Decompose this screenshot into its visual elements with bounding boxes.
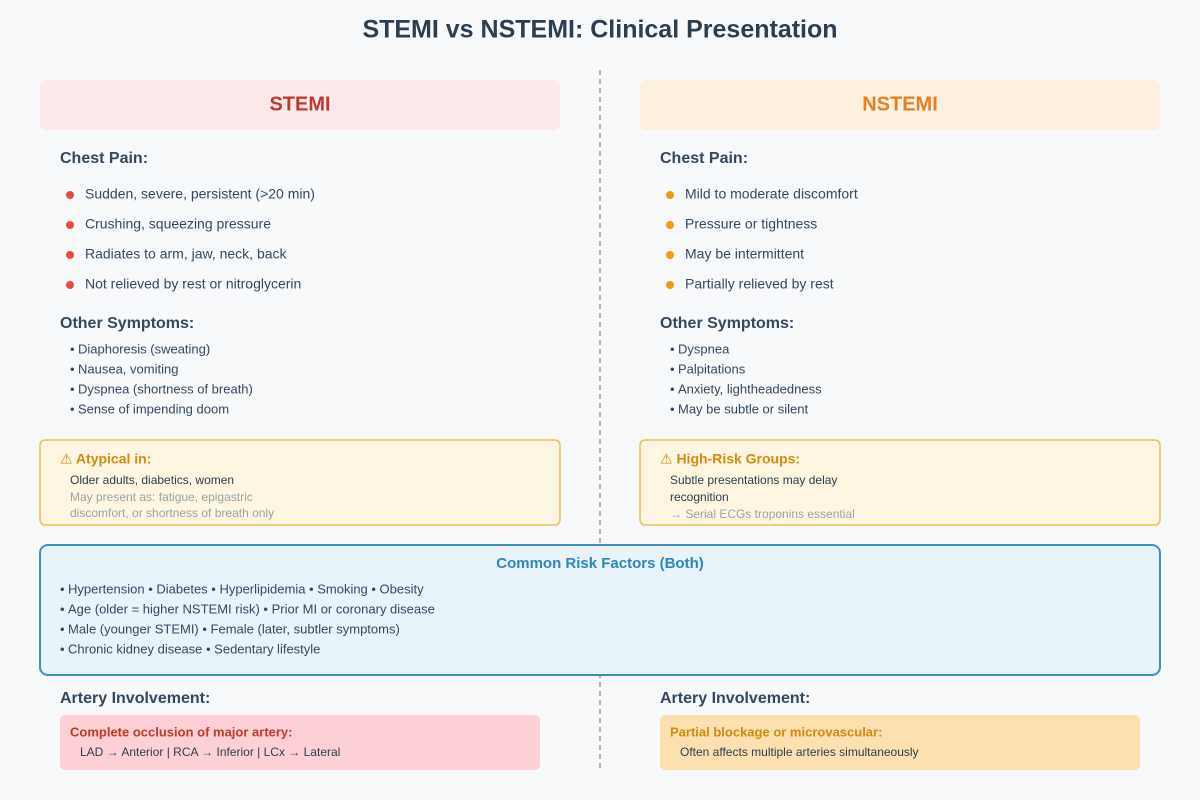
bullet: • [670,381,675,396]
bullet: • [670,361,675,376]
bullet-dot [666,281,674,289]
title: STEMI vs NSTEMI: Clinical Presentation [362,16,837,44]
artery-title: Complete occlusion of major artery: [70,724,293,739]
bullet: • [70,401,75,416]
note-secondary: discomfort, or shortness of breath only [70,506,274,520]
symptom-item: May be subtle or silent [678,401,808,416]
chest-pain-item: May be intermittent [685,246,804,262]
note-box [39,439,561,526]
chest-pain-item: Pressure or tightness [685,216,817,232]
section-label: Artery Involvement: [60,690,210,707]
note-title: ⚠ Atypical in: [60,451,151,467]
symptom-item: Nausea, vomiting [78,361,178,376]
note-secondary: → Serial ECGs troponins essential [670,507,855,521]
column-heading: STEMI [269,93,330,115]
risk-line: Age (older = higher NSTEMI risk) • Prior… [68,601,435,616]
section-label: Other Symptoms: [60,315,194,332]
column-heading: NSTEMI [862,93,938,115]
bullet: • [60,641,65,656]
bullet-dot [66,281,74,289]
section-label: Chest Pain: [60,150,148,167]
risk-line: Chronic kidney disease • Sedentary lifes… [68,641,320,656]
note-title: ⚠ High-Risk Groups: [660,451,800,467]
bullet: • [670,341,675,356]
chest-pain-item: Partially relieved by rest [685,276,834,292]
bullet-dot [66,191,74,199]
artery-box [660,715,1140,770]
bullet: • [670,401,675,416]
bullet-dot [66,251,74,259]
bullet-dot [666,191,674,199]
section-label: Artery Involvement: [660,690,810,707]
bullet: • [70,341,75,356]
chest-pain-item: Sudden, severe, persistent (>20 min) [85,186,315,202]
chest-pain-item: Not relieved by rest or nitroglycerin [85,276,301,292]
section-label: Chest Pain: [660,150,748,167]
bullet: • [60,621,65,636]
symptom-item: Dyspnea (shortness of breath) [78,381,253,396]
bullet: • [60,601,65,616]
note-line: Subtle presentations may delay [670,473,837,487]
risk-box [39,544,1161,676]
risk-title: Common Risk Factors (Both) [496,555,704,572]
artery-text: LAD → Anterior | RCA → Inferior | LCx → … [80,745,340,759]
bullet: • [70,381,75,396]
artery-box [60,715,540,770]
artery-title: Partial blockage or microvascular: [670,724,882,739]
risk-line: Hypertension • Diabetes • Hyperlipidemia… [68,581,424,596]
section-label: Other Symptoms: [660,315,794,332]
note-line: recognition [670,490,729,504]
chest-pain-item: Mild to moderate discomfort [685,186,858,202]
bullet-dot [66,221,74,229]
bullet-dot [666,221,674,229]
symptom-item: Palpitations [678,361,746,376]
column-header [40,80,560,130]
chest-pain-item: Crushing, squeezing pressure [85,216,271,232]
chest-pain-item: Radiates to arm, jaw, neck, back [85,246,288,262]
symptom-item: Dyspnea [678,341,730,356]
note-secondary: May present as: fatigue, epigastric [70,490,253,504]
column-header [640,80,1160,130]
symptom-item: Sense of impending doom [78,401,229,416]
risk-line: Male (younger STEMI) • Female (later, su… [68,621,400,636]
bullet: • [70,361,75,376]
symptom-item: Diaphoresis (sweating) [78,341,210,356]
note-line: Older adults, diabetics, women [70,473,234,487]
artery-text: Often affects multiple arteries simultan… [680,745,919,759]
bullet: • [60,581,65,596]
symptom-item: Anxiety, lightheadedness [678,381,822,396]
note-box [639,439,1161,526]
bullet-dot [666,251,674,259]
